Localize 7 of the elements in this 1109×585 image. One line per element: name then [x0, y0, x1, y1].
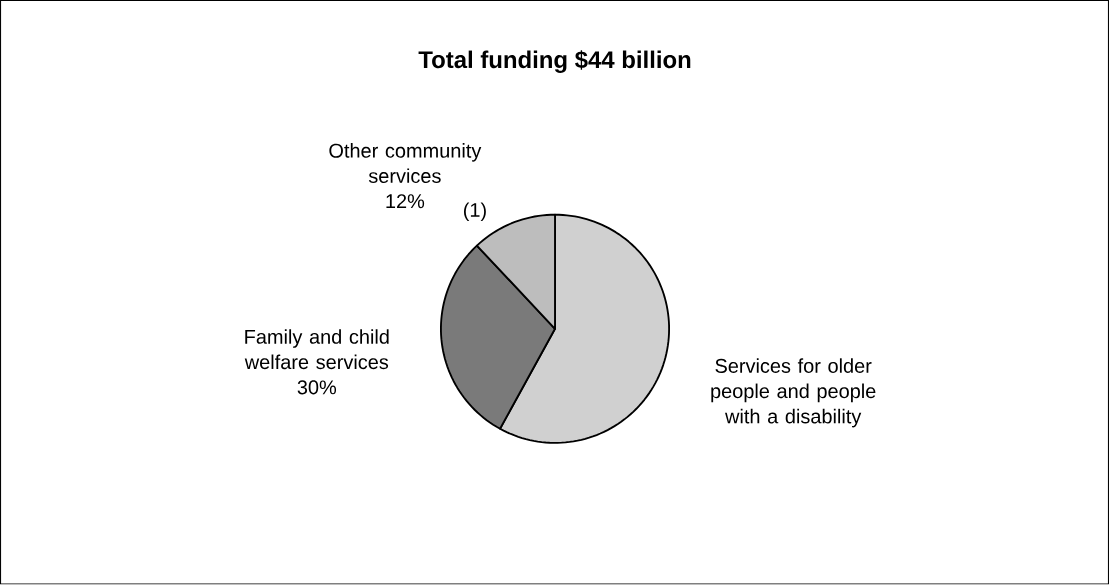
data-label: 12%	[386, 194, 425, 209]
slice-label: Other community services	[329, 143, 482, 184]
slice-label: Family and child welfare services	[244, 329, 389, 370]
slice-label: Services for older people and people with a disability	[711, 358, 876, 428]
data-label: 30%	[297, 380, 337, 395]
text: (1)	[463, 202, 486, 222]
chart-title: Total funding $44 billion	[418, 50, 691, 74]
